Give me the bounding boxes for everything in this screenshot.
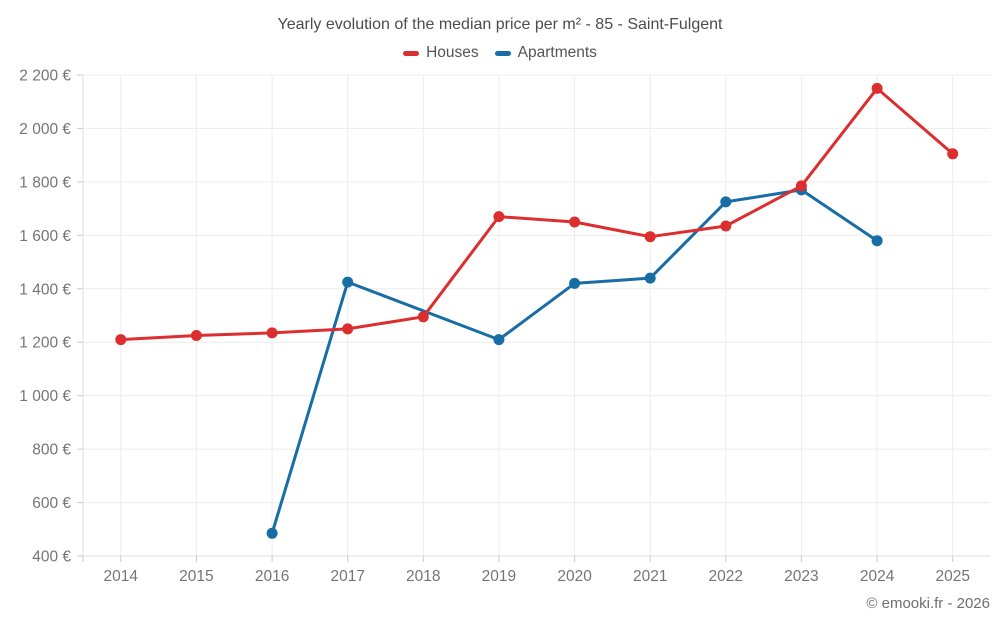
x-axis-labels: 2014 2015 2016 2017 2018 2019 2020 2021 2022 2023… [104,568,970,585]
y-axis-labels: 400 € 600 € 800 € 1 000 € 1 200 € 1 400 € 1 60… [19,68,71,566]
svg-text:1 400 €: 1 400 € [19,281,71,298]
apartments-data-point [342,276,354,288]
houses-legend-swatch-icon [403,50,420,56]
svg-text:2018: 2018 [406,568,440,585]
apartments-data-point [871,235,883,247]
svg-text:2017: 2017 [330,568,364,585]
apartments-data-point [644,272,656,284]
svg-text:2 200 €: 2 200 € [19,68,71,85]
apartments-data-point [569,277,581,289]
copyright-watermark: © emooki.fr - 2026 [866,595,990,612]
legend-item-houses[interactable]: Houses [403,44,479,62]
svg-text:1 800 €: 1 800 € [19,174,71,191]
svg-text:1 000 €: 1 000 € [19,388,71,405]
svg-text:1 200 €: 1 200 € [19,335,71,352]
houses-data-point [569,216,581,228]
apartments-data-point [493,334,505,346]
axes [82,75,991,557]
apartments-data-point [720,196,732,208]
legend: Houses Apartments [0,44,1000,62]
svg-text:2021: 2021 [633,568,667,585]
gridlines [83,74,991,557]
svg-text:2 000 €: 2 000 € [19,121,71,138]
svg-text:2025: 2025 [935,568,969,585]
svg-text:600 €: 600 € [32,495,71,512]
houses-data-point [266,327,278,339]
svg-text:800 €: 800 € [32,442,71,459]
legend-label-apartments: Apartments [517,44,597,61]
svg-text:2016: 2016 [255,568,289,585]
svg-text:2023: 2023 [784,568,818,585]
tick-marks [77,74,954,562]
svg-text:400 €: 400 € [32,549,71,566]
apartments-legend-swatch-icon [494,50,511,56]
houses-data-point [190,330,202,341]
houses-data-point [871,82,883,94]
apartments-data-point [266,527,278,539]
chart-title: Yearly evolution of the median price per… [277,16,723,33]
houses-series [115,82,959,346]
svg-text:2019: 2019 [482,568,516,585]
svg-text:2022: 2022 [709,568,743,585]
svg-text:2020: 2020 [557,568,592,585]
houses-data-point [417,311,429,323]
houses-data-point [115,334,127,346]
houses-data-point [947,148,959,160]
svg-text:2015: 2015 [179,568,213,585]
houses-data-point [644,231,656,243]
legend-item-apartments[interactable]: Apartments [494,44,597,62]
houses-line [119,86,955,342]
houses-data-point [720,220,732,232]
houses-data-point [795,180,807,192]
svg-text:2014: 2014 [104,568,139,585]
houses-data-point [342,323,354,335]
svg-text:1 600 €: 1 600 € [19,228,71,245]
svg-text:2024: 2024 [860,568,895,585]
houses-data-point [493,211,505,223]
legend-label-houses: Houses [426,44,479,61]
